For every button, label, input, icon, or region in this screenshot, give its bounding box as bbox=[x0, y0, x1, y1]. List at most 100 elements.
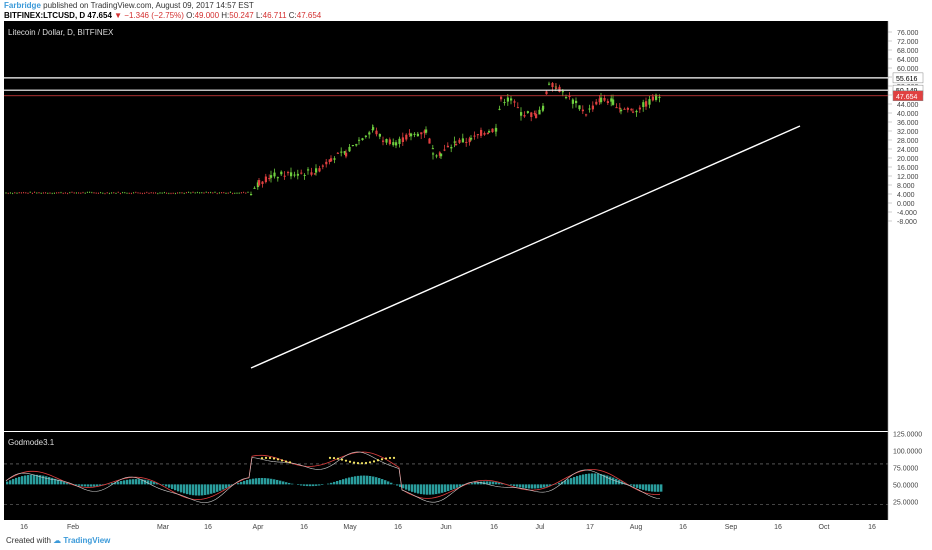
histogram-bar bbox=[489, 481, 492, 485]
histogram-bar bbox=[384, 480, 387, 485]
candle-body bbox=[473, 135, 476, 137]
indicator-signal-line bbox=[5, 451, 661, 503]
histogram-bar bbox=[198, 484, 201, 496]
time-tick-label: 16 bbox=[490, 524, 498, 531]
candle-body bbox=[358, 139, 361, 141]
histogram-bar bbox=[516, 484, 519, 487]
candle-body bbox=[364, 135, 367, 137]
histogram-bar bbox=[150, 481, 153, 485]
candle-body bbox=[416, 133, 419, 137]
price-tag-box bbox=[892, 90, 924, 102]
candle-body bbox=[398, 138, 401, 144]
histogram-bar bbox=[366, 475, 369, 485]
candle-body bbox=[300, 172, 303, 174]
histogram-bar bbox=[327, 483, 330, 485]
close-value: 47.654 bbox=[296, 11, 322, 20]
candle-body bbox=[595, 101, 598, 105]
candle-body bbox=[476, 134, 479, 136]
overbought-dot bbox=[268, 456, 272, 460]
histogram-bar bbox=[237, 483, 240, 485]
overbought-dot bbox=[352, 461, 356, 464]
histogram-bar bbox=[255, 478, 258, 485]
histogram-bar bbox=[267, 478, 270, 485]
candle-body bbox=[530, 112, 533, 117]
histogram-bar bbox=[474, 482, 477, 485]
indicator-tick-label: 25.0000 bbox=[893, 499, 918, 506]
histogram-bar bbox=[477, 481, 480, 485]
candle-body bbox=[296, 173, 299, 176]
candle-body bbox=[283, 175, 286, 177]
histogram-bar bbox=[654, 484, 657, 492]
time-axis-labels: 16 Feb Mar 16 Apr 16 May 16 Jun 16 Jul 17 Aug 16 Sep 16… bbox=[20, 524, 876, 531]
price-tick-label: 20.000 bbox=[897, 156, 919, 163]
histogram-bar bbox=[417, 484, 420, 494]
histogram-bar bbox=[492, 481, 495, 485]
indicator-pane[interactable] bbox=[4, 432, 888, 520]
histogram-bar bbox=[402, 484, 405, 489]
histogram-bar bbox=[45, 476, 48, 485]
histogram-bar bbox=[423, 484, 426, 495]
time-tick-label: 16 bbox=[394, 524, 402, 531]
candle-body bbox=[558, 86, 561, 92]
histogram-bar bbox=[495, 482, 498, 485]
candle-body bbox=[446, 145, 449, 148]
tradingview-brand[interactable]: TradingView bbox=[63, 536, 111, 545]
main-pane[interactable] bbox=[4, 21, 888, 431]
histogram-bar bbox=[486, 481, 489, 485]
time-axis[interactable] bbox=[4, 520, 932, 532]
chart-area[interactable]: Litecoin / Dollar, D, BITFINEX 76.000 72.… bbox=[0, 20, 932, 532]
down-arrow-icon: ▼ bbox=[114, 11, 123, 20]
histogram-bar bbox=[651, 484, 654, 492]
candle-body bbox=[435, 155, 438, 157]
price-tick-label: 64.000 bbox=[897, 57, 919, 64]
overbought-dot bbox=[336, 457, 340, 460]
candle-body bbox=[635, 110, 638, 113]
price-tick-label: 68.000 bbox=[897, 48, 919, 55]
overbought-dot bbox=[264, 456, 268, 459]
histogram-bar bbox=[249, 479, 252, 485]
candle-body bbox=[533, 112, 536, 114]
author-link[interactable]: Farbridge bbox=[4, 1, 41, 10]
histogram-bar bbox=[6, 481, 9, 485]
price-tick-label: 12.000 bbox=[897, 174, 919, 181]
histogram-bar bbox=[567, 479, 570, 485]
time-tick-label: 16 bbox=[300, 524, 308, 531]
candle-body bbox=[287, 172, 290, 174]
histogram-bar bbox=[21, 476, 24, 485]
histogram-bar bbox=[429, 484, 432, 495]
candle-body bbox=[290, 172, 293, 177]
candle-body bbox=[468, 138, 471, 143]
histogram-bar bbox=[168, 484, 171, 488]
candle-body bbox=[401, 137, 404, 143]
histogram-bar bbox=[114, 482, 117, 485]
histogram-bar bbox=[201, 484, 204, 496]
histogram-bar bbox=[315, 484, 318, 486]
histogram-bar bbox=[42, 475, 45, 485]
histogram-bar bbox=[342, 479, 345, 485]
histogram-bar bbox=[48, 477, 51, 485]
price-axis[interactable] bbox=[888, 21, 932, 520]
candle-body bbox=[555, 87, 558, 89]
candle-body bbox=[315, 168, 318, 173]
histogram-bar bbox=[636, 484, 639, 488]
tradingview-logo-icon: ☁ bbox=[53, 536, 62, 545]
histogram-bar bbox=[36, 474, 39, 485]
histogram-bar bbox=[519, 484, 522, 488]
histogram-bar bbox=[183, 484, 186, 494]
histogram-bar bbox=[138, 479, 141, 485]
overbought-dot bbox=[356, 462, 360, 465]
histogram-bar bbox=[297, 484, 300, 485]
candle-body bbox=[561, 91, 564, 93]
histogram-bar bbox=[372, 476, 375, 485]
histogram-bar bbox=[210, 484, 213, 494]
candle-body bbox=[313, 173, 316, 175]
high-label: H: bbox=[221, 11, 230, 20]
overbought-dot bbox=[364, 461, 368, 465]
histogram-bar bbox=[99, 484, 102, 486]
histogram-bar bbox=[483, 481, 486, 485]
histogram-bar bbox=[456, 484, 459, 488]
horizontal-lines[interactable] bbox=[4, 77, 888, 97]
trendline[interactable] bbox=[250, 125, 801, 369]
histogram-bar bbox=[24, 475, 27, 485]
candle-body bbox=[486, 133, 489, 135]
